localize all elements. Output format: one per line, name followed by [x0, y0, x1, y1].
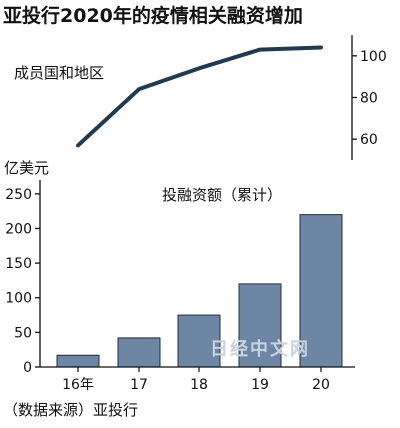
chart-title: 亚投行2020年的疫情相关融资增加	[3, 4, 303, 27]
line-series-label: 成员国和地区	[14, 64, 104, 82]
bar-chart: 亿美元 投融资额（累计） 0 50 100 150 200 250 16年 17 18 19 20	[4, 159, 355, 393]
bar-x-tick-label: 20	[312, 377, 330, 393]
bar-y-tick-label: 100	[5, 291, 32, 307]
bar	[117, 337, 161, 368]
line-series-path	[76, 45, 323, 148]
bar-x-tick-label: 16年	[62, 377, 94, 393]
bar	[177, 314, 221, 368]
bar-x-tick-label: 17	[130, 377, 148, 393]
bar	[56, 354, 100, 368]
bar-x-tick-label: 19	[251, 377, 269, 393]
line-y-tick-label: 80	[360, 91, 378, 107]
line-y-tick-label: 100	[360, 49, 387, 65]
bar-y-tick-label: 0	[23, 360, 32, 376]
source-note: （数据来源）亚投行	[3, 401, 138, 419]
bar-y-tick-label: 200	[5, 221, 32, 237]
bar-y-axis-label: 亿美元	[4, 159, 49, 177]
line-chart: 60 80 100 成员国和地区	[14, 35, 387, 160]
bar-y-tick-label: 150	[5, 256, 32, 272]
watermark-logo: 日经中文网	[210, 338, 310, 360]
line-y-tick-label: 60	[360, 132, 378, 148]
bar-chart-title: 投融资额（累计）	[162, 186, 282, 204]
bar-y-tick-label: 50	[14, 325, 32, 341]
bar-y-tick-label: 250	[5, 187, 32, 203]
bar-x-tick-label: 18	[190, 377, 208, 393]
